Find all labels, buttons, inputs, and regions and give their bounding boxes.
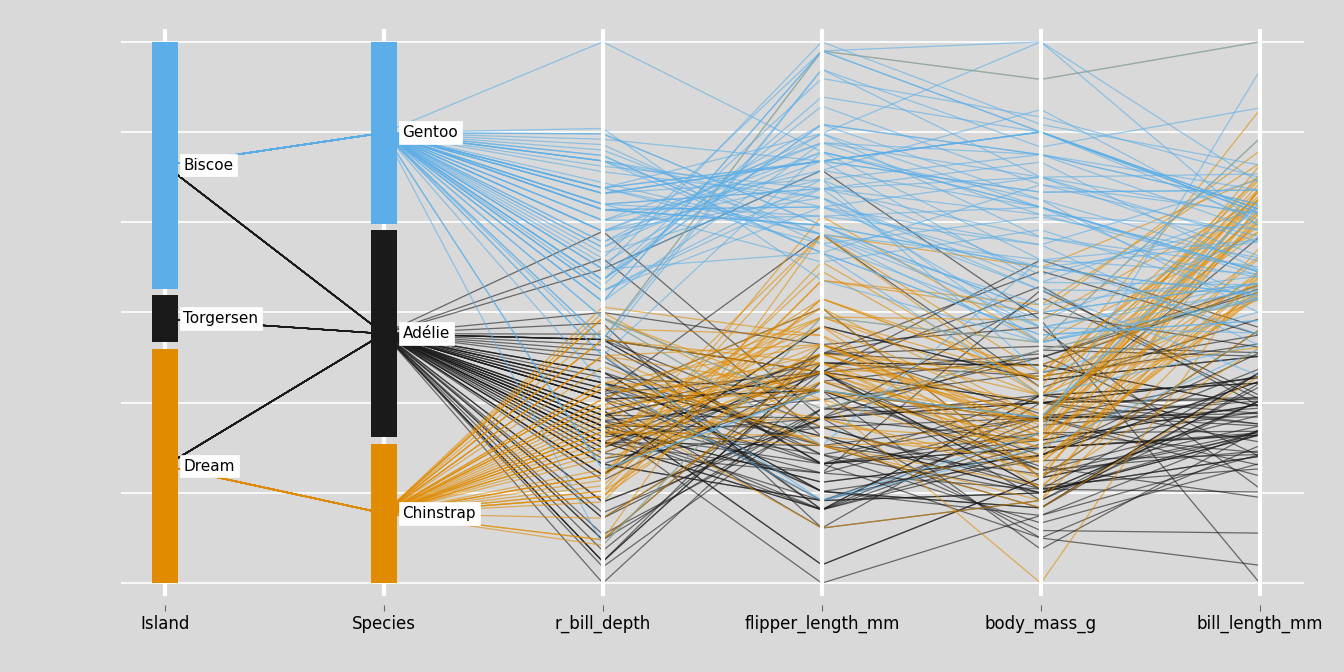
Text: Biscoe: Biscoe xyxy=(183,158,234,173)
Text: Dream: Dream xyxy=(183,458,235,474)
Text: Chinstrap: Chinstrap xyxy=(402,506,476,521)
Text: Adélie: Adélie xyxy=(402,326,450,341)
Text: Torgersen: Torgersen xyxy=(183,311,258,326)
Text: Gentoo: Gentoo xyxy=(402,125,458,140)
